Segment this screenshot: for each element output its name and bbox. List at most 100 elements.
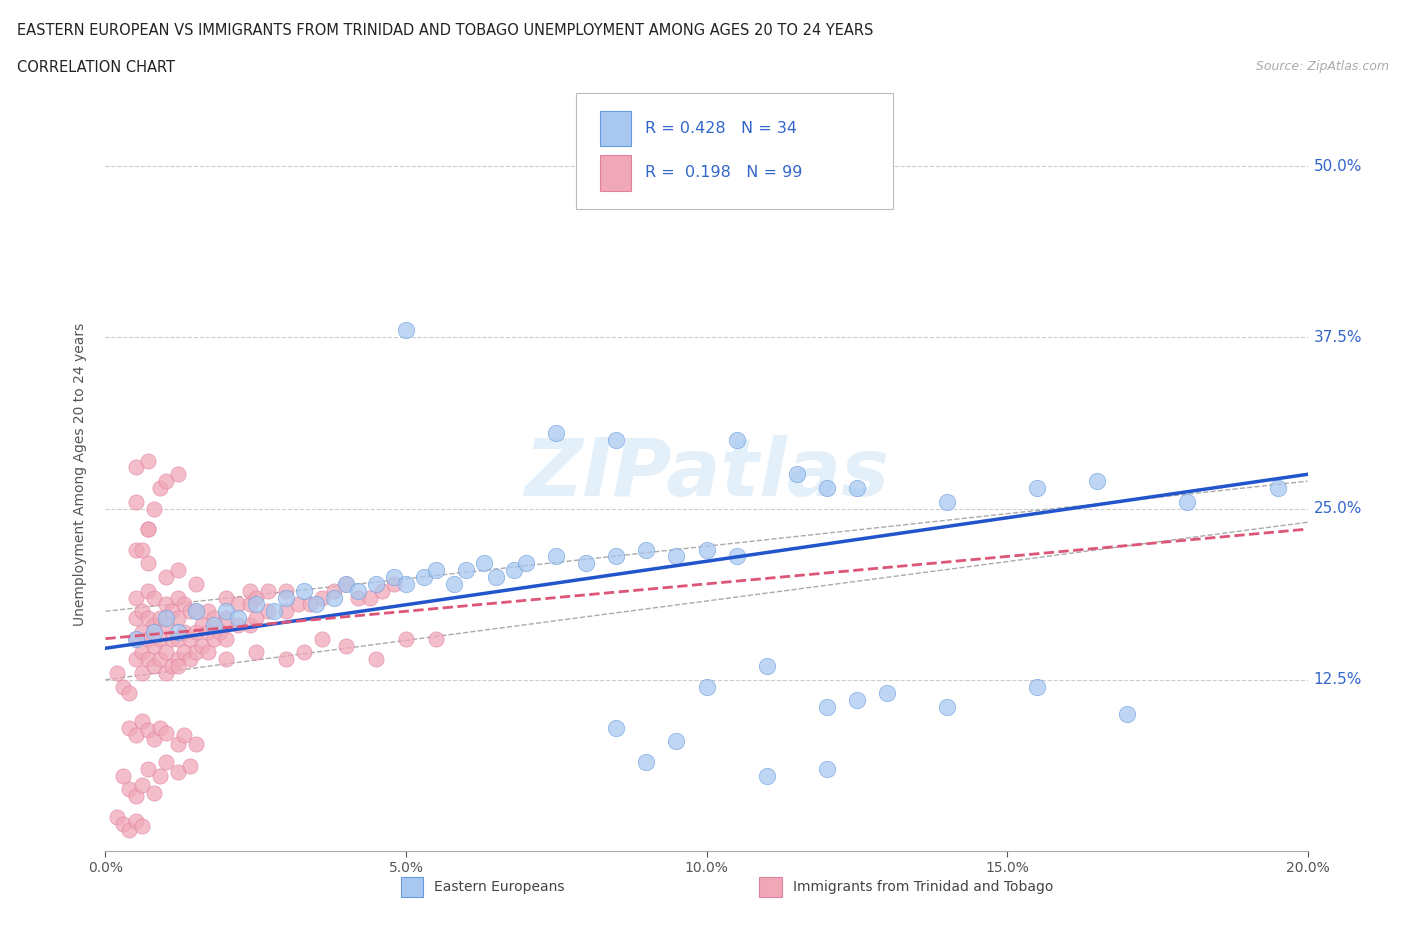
Point	[131, 818, 153, 833]
Point	[214, 652, 236, 667]
Point	[148, 481, 170, 496]
Point	[118, 782, 141, 797]
Point	[160, 631, 183, 646]
Point	[124, 652, 146, 667]
Point	[173, 597, 195, 612]
Point	[454, 563, 477, 578]
Point	[311, 591, 333, 605]
Point	[179, 631, 201, 646]
Point	[112, 817, 135, 831]
Point	[131, 604, 153, 618]
Point	[1267, 481, 1289, 496]
Point	[118, 720, 141, 735]
Point	[208, 624, 231, 639]
Text: EASTERN EUROPEAN VS IMMIGRANTS FROM TRINIDAD AND TOBAGO UNEMPLOYMENT AMONG AGES : EASTERN EUROPEAN VS IMMIGRANTS FROM TRIN…	[17, 23, 873, 38]
Point	[636, 754, 658, 769]
Point	[118, 823, 141, 838]
Point	[636, 542, 658, 557]
Point	[755, 658, 778, 673]
Point	[197, 604, 219, 618]
Point	[786, 467, 808, 482]
Point	[214, 631, 236, 646]
Point	[755, 768, 778, 783]
Point	[155, 644, 177, 659]
Point	[485, 569, 508, 584]
Point	[936, 494, 959, 509]
Point	[725, 549, 748, 564]
Point	[239, 597, 262, 612]
Point	[124, 494, 146, 509]
Point	[605, 432, 627, 447]
Point	[256, 604, 278, 618]
Point	[166, 658, 188, 673]
Point	[184, 644, 207, 659]
Point	[214, 591, 236, 605]
Point	[155, 473, 177, 488]
Point	[322, 583, 344, 598]
Point	[124, 727, 146, 742]
Point	[575, 556, 598, 571]
Point	[142, 658, 165, 673]
Point	[118, 686, 141, 701]
Text: CORRELATION CHART: CORRELATION CHART	[17, 60, 174, 75]
Point	[245, 611, 267, 626]
Point	[371, 583, 394, 598]
Point	[311, 631, 333, 646]
Point	[131, 624, 153, 639]
Point	[605, 720, 627, 735]
Point	[107, 809, 129, 824]
Point	[184, 737, 207, 751]
Point	[136, 583, 159, 598]
Point	[696, 542, 718, 557]
Point	[322, 591, 344, 605]
Point	[142, 624, 165, 639]
Point	[155, 597, 177, 612]
Point	[197, 644, 219, 659]
Point	[173, 624, 195, 639]
Point	[155, 725, 177, 740]
Point	[166, 467, 188, 482]
Point	[815, 762, 838, 777]
Text: Immigrants from Trinidad and Tobago: Immigrants from Trinidad and Tobago	[793, 880, 1053, 895]
Point	[142, 501, 165, 516]
Point	[1085, 473, 1108, 488]
Point	[124, 631, 146, 646]
Point	[166, 652, 188, 667]
Point	[107, 666, 129, 681]
Point	[142, 638, 165, 653]
Point	[214, 611, 236, 626]
Point	[148, 768, 170, 783]
Point	[155, 618, 177, 632]
Point	[197, 624, 219, 639]
Point	[184, 604, 207, 618]
Point	[413, 569, 436, 584]
Point	[472, 556, 495, 571]
Point	[1116, 707, 1139, 722]
Point	[1026, 679, 1049, 694]
Point	[815, 481, 838, 496]
Point	[136, 723, 159, 737]
Point	[173, 727, 195, 742]
Point	[274, 652, 297, 667]
Point	[160, 604, 183, 618]
Point	[112, 679, 135, 694]
Point	[124, 814, 146, 829]
Point	[190, 638, 212, 653]
Point	[155, 754, 177, 769]
Point	[226, 597, 249, 612]
Point	[245, 644, 267, 659]
Point	[131, 777, 153, 792]
Point	[665, 549, 688, 564]
Point	[166, 764, 188, 779]
Point	[546, 549, 568, 564]
Y-axis label: Unemployment Among Ages 20 to 24 years: Unemployment Among Ages 20 to 24 years	[73, 323, 87, 626]
Point	[226, 618, 249, 632]
Point	[382, 577, 405, 591]
Point	[166, 624, 188, 639]
Point	[335, 638, 357, 653]
Point	[190, 618, 212, 632]
Point	[160, 658, 183, 673]
Point	[142, 786, 165, 801]
Point	[136, 762, 159, 777]
Point	[142, 731, 165, 746]
